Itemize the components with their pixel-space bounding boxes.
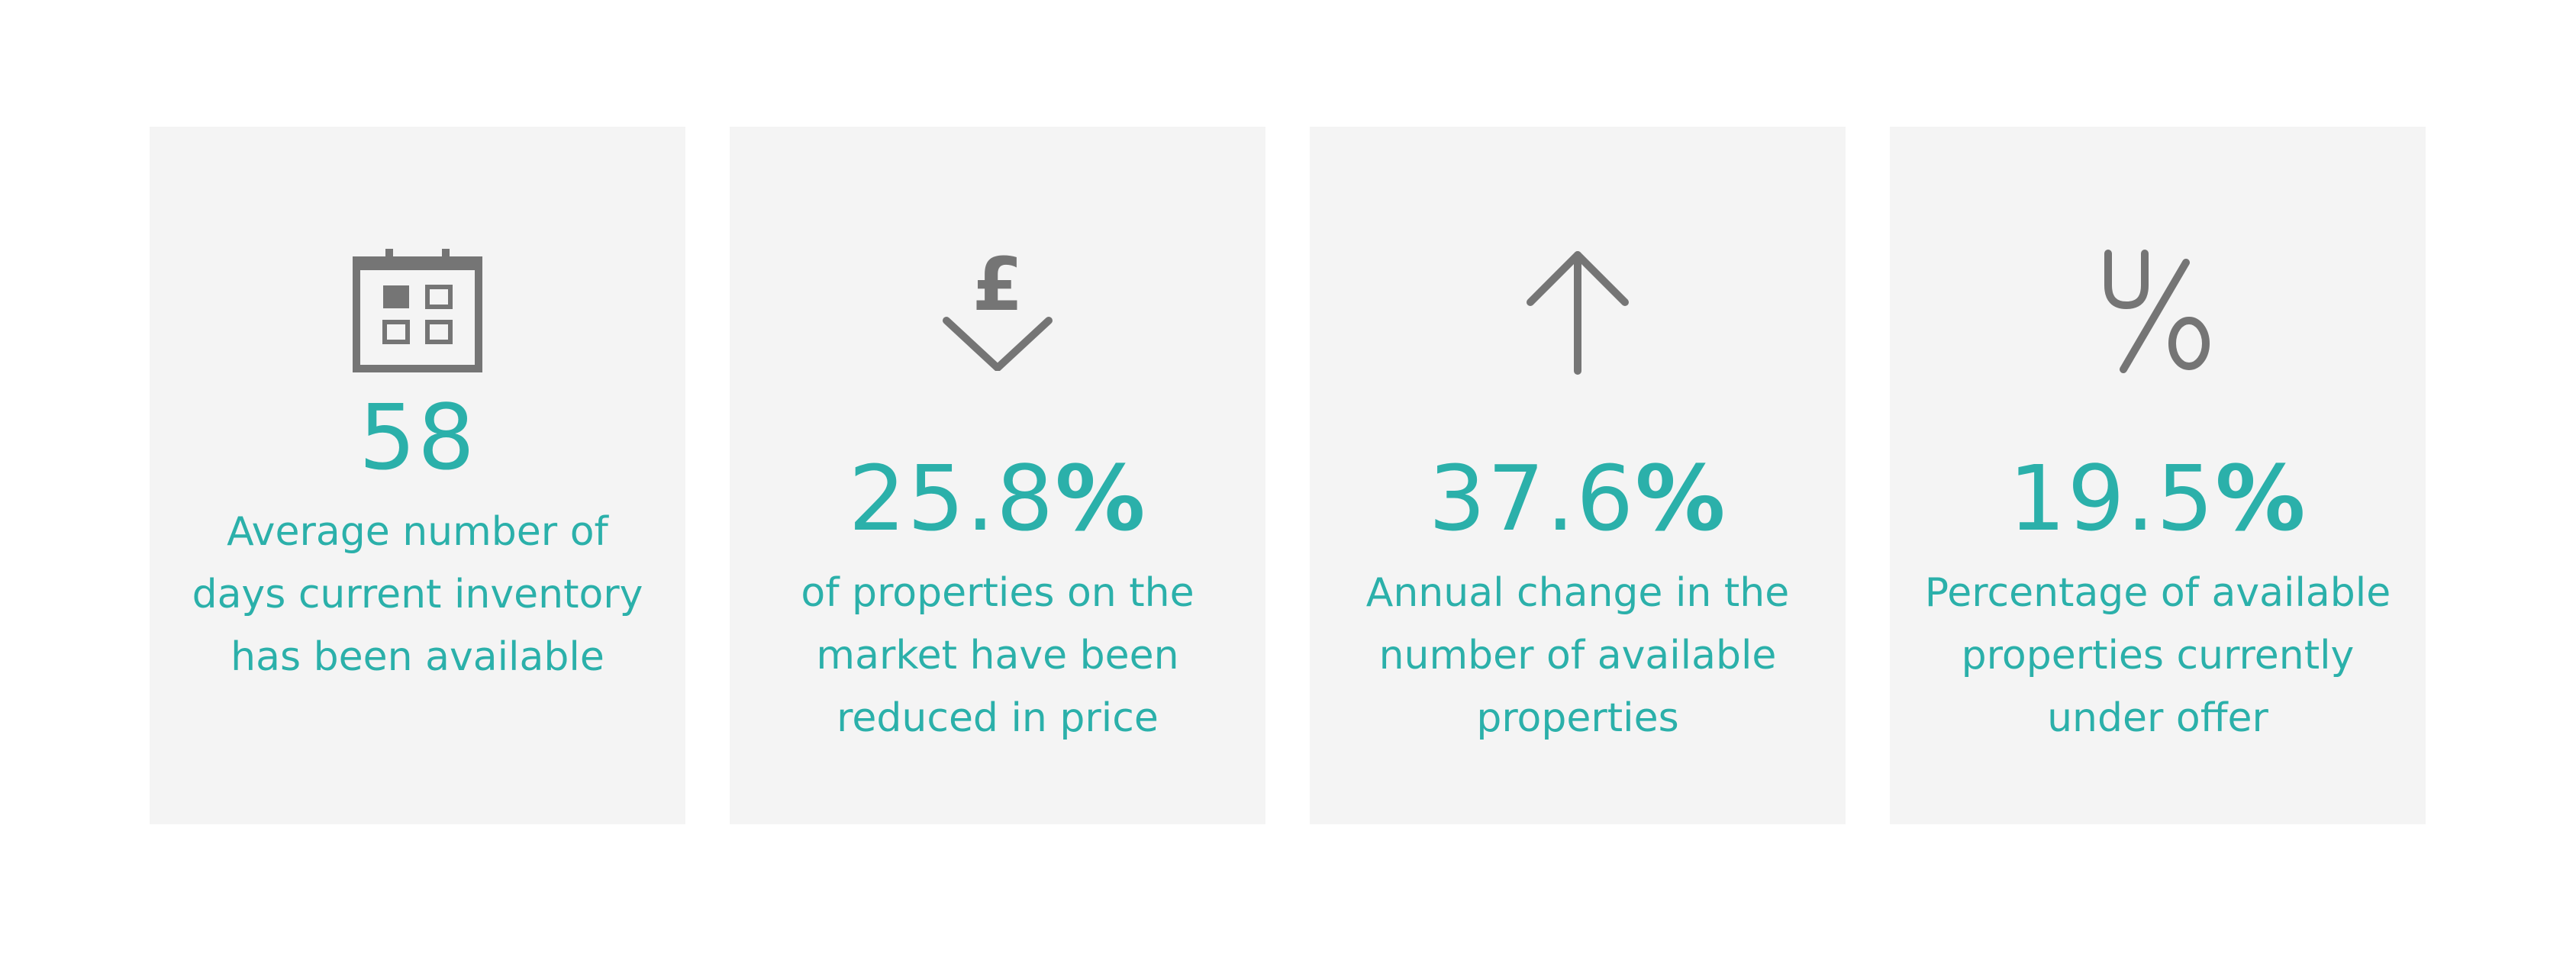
stat-description: Annual change in the number of available…: [1365, 570, 1790, 741]
pound-down-arrow-icon: £: [940, 249, 1055, 371]
calendar-icon: [353, 249, 482, 374]
stat-description: Average number of days current inventory…: [192, 509, 643, 680]
stat-description: Percentage of available properties curre…: [1924, 570, 2391, 741]
stat-value: 19.5%: [2008, 446, 2307, 551]
stat-description: of properties on the market have been re…: [801, 570, 1195, 741]
stat-value: 58: [358, 385, 477, 490]
stat-value: 37.6%: [1428, 446, 1727, 551]
stat-card-days-on-market: 58 Average number of days current invent…: [150, 127, 685, 824]
stat-card-price-reduced: £ 25.8% of properties on the market have…: [730, 127, 1265, 824]
stat-card-annual-change: 37.6% Annual change in the number of ava…: [1310, 127, 1846, 824]
stat-card-under-offer: 19.5% Percentage of available properties…: [1890, 127, 2426, 824]
arrow-up-icon: [1524, 249, 1631, 375]
uo-percent-icon: [2100, 249, 2215, 375]
stat-value: 25.8%: [848, 446, 1147, 551]
svg-text:£: £: [972, 249, 1024, 327]
